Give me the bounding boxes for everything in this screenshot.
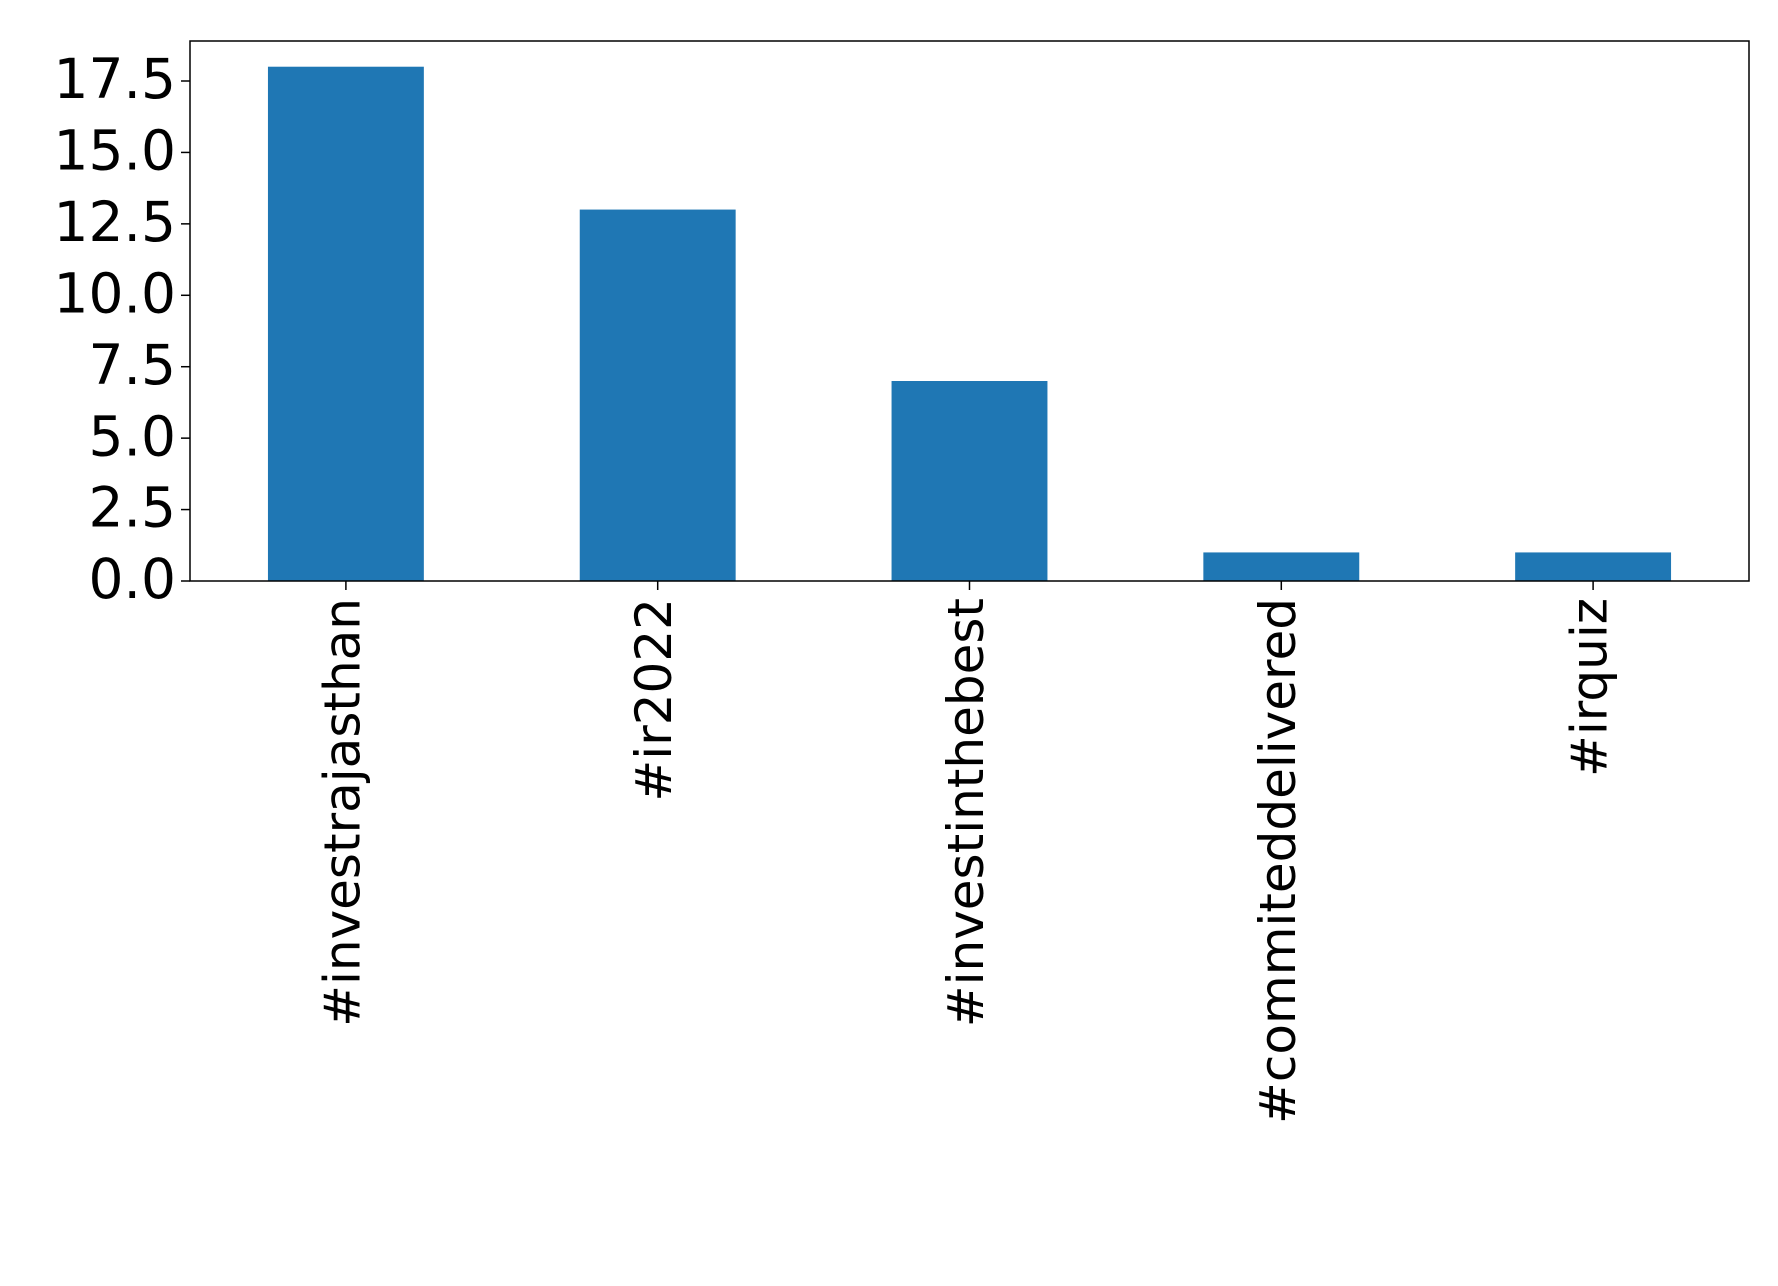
bar <box>1515 552 1672 581</box>
bar <box>267 66 424 581</box>
y-tick-label: 10.0 <box>54 261 176 325</box>
y-tick-label: 5.0 <box>89 404 176 468</box>
bar <box>579 209 736 582</box>
y-tick-label: 12.5 <box>54 190 176 254</box>
plot-frame <box>189 40 1750 582</box>
y-tick-label: 7.5 <box>89 333 176 397</box>
y-tick-label: 17.5 <box>54 47 176 111</box>
bar <box>1203 552 1360 581</box>
x-tick-label: #investinthebest <box>937 598 995 1027</box>
y-tick-label: 2.5 <box>89 476 176 540</box>
y-tick-label: 15.0 <box>54 119 176 183</box>
x-tick-label: #investrajasthan <box>313 598 371 1027</box>
x-tick-label: #ir2022 <box>625 598 683 802</box>
y-tick-label: 0.0 <box>89 547 176 611</box>
x-tick-label: #irquiz <box>1561 598 1619 777</box>
bar <box>891 381 1048 581</box>
x-tick-label: #commiteddelivered <box>1249 598 1307 1124</box>
